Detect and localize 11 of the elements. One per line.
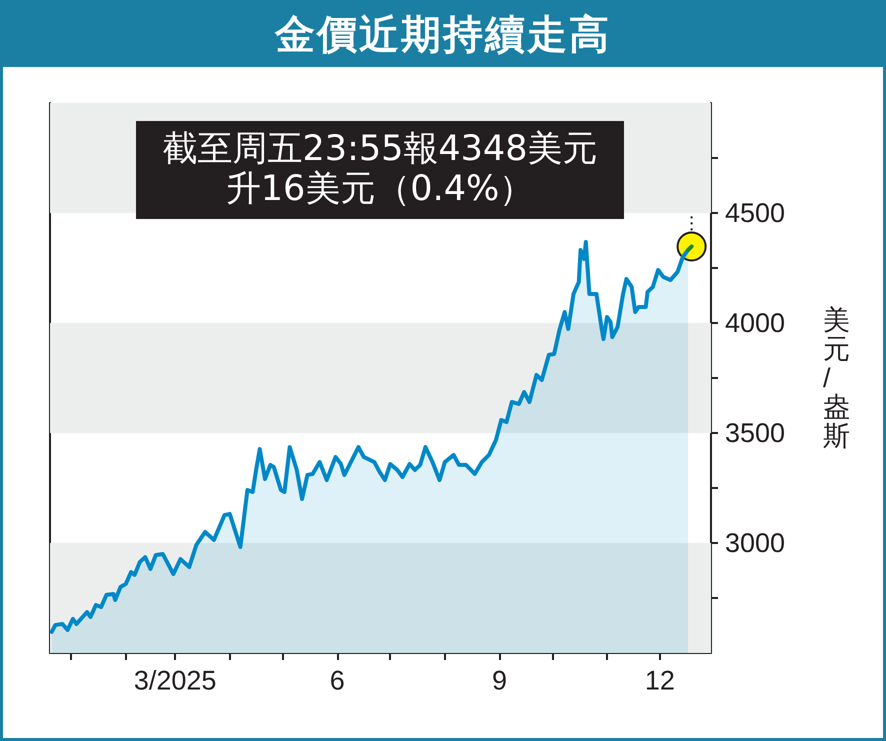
x-tick-label: 9 (492, 666, 507, 696)
y-axis-title: 美元/盎斯 (823, 305, 850, 451)
y-tick-label: 3500 (725, 418, 786, 448)
y-tick-label: 4500 (725, 198, 786, 228)
chart-title: 金價近期持續走高 (3, 3, 883, 67)
y-tick-label: 4000 (725, 308, 786, 338)
y-tick-label: 3000 (725, 528, 786, 558)
annotation: 截至周五23:55報4348美元升16美元（0.4%） (136, 121, 624, 219)
x-tick-label: 12 (644, 666, 675, 696)
x-tick-label: 3/2025 (134, 666, 216, 696)
x-tick-label: 6 (330, 666, 345, 696)
